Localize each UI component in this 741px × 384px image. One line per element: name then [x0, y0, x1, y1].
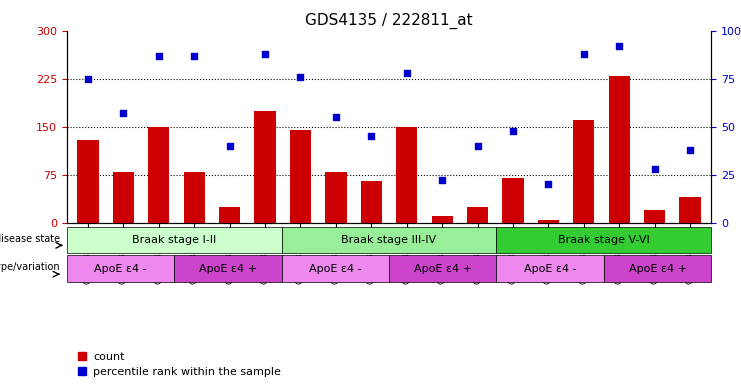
Point — [365, 133, 377, 139]
Bar — [608, 76, 630, 223]
Text: ApoE ε4 +: ApoE ε4 + — [199, 264, 257, 274]
Bar — [679, 197, 701, 223]
Point — [117, 110, 129, 116]
Point — [224, 143, 236, 149]
Bar — [396, 127, 417, 223]
Point — [578, 51, 590, 57]
Bar — [325, 172, 347, 223]
Point — [649, 166, 661, 172]
Text: Braak stage V-VI: Braak stage V-VI — [558, 235, 650, 245]
FancyBboxPatch shape — [67, 255, 174, 282]
Bar — [574, 120, 594, 223]
Text: disease state: disease state — [0, 233, 60, 244]
Point — [82, 76, 94, 82]
Text: ApoE ε4 -: ApoE ε4 - — [309, 264, 362, 274]
FancyBboxPatch shape — [282, 255, 389, 282]
FancyBboxPatch shape — [604, 255, 711, 282]
Bar — [219, 207, 240, 223]
Bar — [184, 172, 205, 223]
Legend: count, percentile rank within the sample: count, percentile rank within the sample — [72, 347, 286, 382]
Bar — [148, 127, 170, 223]
Bar — [644, 210, 665, 223]
Text: Braak stage III-IV: Braak stage III-IV — [342, 235, 436, 245]
FancyBboxPatch shape — [389, 255, 496, 282]
FancyBboxPatch shape — [496, 255, 604, 282]
Bar — [290, 130, 311, 223]
Text: ApoE ε4 +: ApoE ε4 + — [628, 264, 687, 274]
FancyBboxPatch shape — [496, 227, 711, 253]
Bar — [361, 181, 382, 223]
Text: ApoE ε4 -: ApoE ε4 - — [524, 264, 576, 274]
FancyBboxPatch shape — [67, 227, 282, 253]
Point — [153, 53, 165, 59]
FancyBboxPatch shape — [282, 227, 496, 253]
Title: GDS4135 / 222811_at: GDS4135 / 222811_at — [305, 13, 473, 29]
Bar — [538, 220, 559, 223]
Point — [436, 177, 448, 184]
Text: genotype/variation: genotype/variation — [0, 262, 60, 273]
Text: ApoE ε4 +: ApoE ε4 + — [413, 264, 472, 274]
Bar — [467, 207, 488, 223]
Text: Braak stage I-II: Braak stage I-II — [132, 235, 216, 245]
Bar — [431, 216, 453, 223]
Point — [614, 43, 625, 49]
FancyBboxPatch shape — [174, 255, 282, 282]
Point — [401, 70, 413, 76]
Bar — [502, 178, 524, 223]
Bar — [113, 172, 134, 223]
Bar — [254, 111, 276, 223]
Point — [542, 181, 554, 187]
Bar — [77, 139, 99, 223]
Text: ApoE ε4 -: ApoE ε4 - — [94, 264, 147, 274]
Point — [684, 147, 696, 153]
Point — [472, 143, 484, 149]
Point — [507, 127, 519, 134]
Point — [259, 51, 271, 57]
Point — [294, 74, 306, 80]
Point — [330, 114, 342, 120]
Point — [188, 53, 200, 59]
